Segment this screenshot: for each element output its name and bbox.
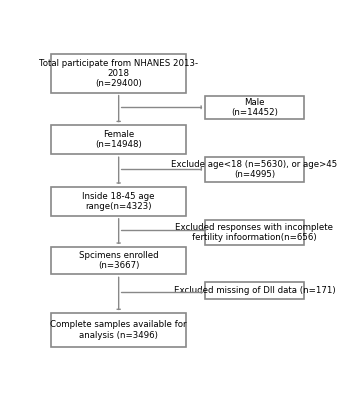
FancyBboxPatch shape xyxy=(51,125,186,154)
FancyBboxPatch shape xyxy=(51,313,186,347)
Text: Excluded responses with incomplete
fertility infoormation(n=656): Excluded responses with incomplete ferti… xyxy=(176,223,333,242)
Text: Spcimens enrolled
(n=3667): Spcimens enrolled (n=3667) xyxy=(79,251,159,270)
Text: Excluded missing of DII data (n=171): Excluded missing of DII data (n=171) xyxy=(174,286,335,295)
Text: Complete samples available for
analysis (n=3496): Complete samples available for analysis … xyxy=(50,320,187,340)
FancyBboxPatch shape xyxy=(205,157,304,182)
FancyBboxPatch shape xyxy=(51,186,186,216)
Text: Inside 18-45 age
range(n=4323): Inside 18-45 age range(n=4323) xyxy=(83,192,155,211)
Text: Total participate from NHANES 2013-
2018
(n=29400): Total participate from NHANES 2013- 2018… xyxy=(39,58,198,88)
Text: Female
(n=14948): Female (n=14948) xyxy=(95,130,142,149)
FancyBboxPatch shape xyxy=(205,220,304,245)
FancyBboxPatch shape xyxy=(205,282,304,299)
FancyBboxPatch shape xyxy=(51,54,186,93)
Text: Male
(n=14452): Male (n=14452) xyxy=(231,98,278,117)
FancyBboxPatch shape xyxy=(51,247,186,274)
FancyBboxPatch shape xyxy=(205,96,304,119)
Text: Exclude age<18 (n=5630), or age>45
(n=4995): Exclude age<18 (n=5630), or age>45 (n=49… xyxy=(171,160,338,179)
